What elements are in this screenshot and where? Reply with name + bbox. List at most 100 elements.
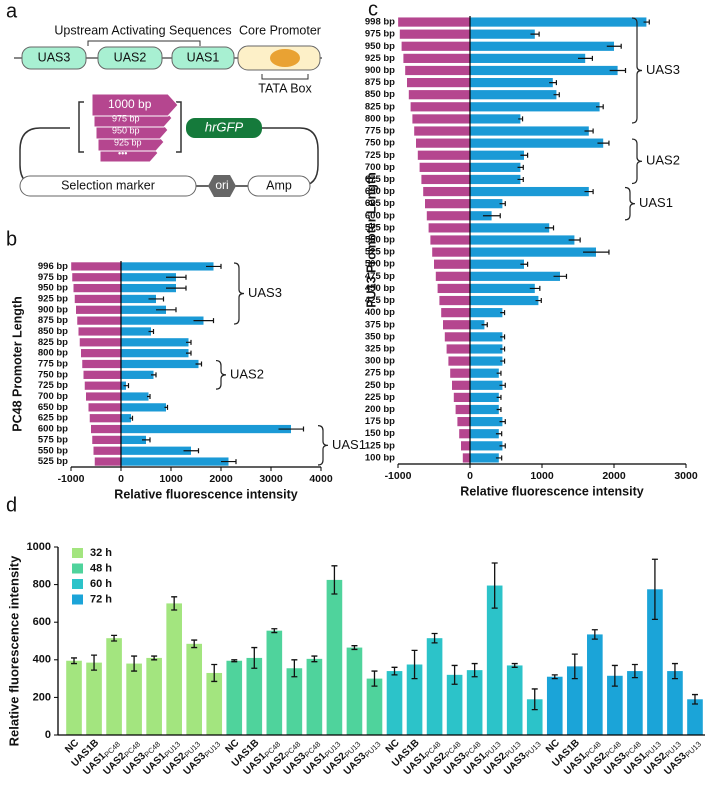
bar xyxy=(423,186,470,197)
bar xyxy=(414,126,470,136)
legend-label: 32 h xyxy=(90,547,112,559)
bar xyxy=(470,114,521,124)
x-tick-label: 1000 xyxy=(159,473,183,485)
error-bar xyxy=(553,273,568,279)
y-axis-title: PU13 Promoter Length xyxy=(364,172,378,307)
error-bar xyxy=(131,655,138,672)
error-bar xyxy=(591,629,598,640)
bar xyxy=(146,657,162,735)
y-tick-label: 850 bp xyxy=(38,326,68,337)
y-tick-label: 725 bp xyxy=(38,380,68,391)
bar xyxy=(470,295,539,306)
bar xyxy=(121,305,166,314)
bar xyxy=(121,262,214,271)
bar xyxy=(470,271,560,281)
bar xyxy=(121,283,176,293)
error-bar xyxy=(186,339,192,345)
x-tick-label: 1000 xyxy=(530,470,554,482)
tata-label: TATA Box xyxy=(258,81,312,95)
uas-bracket xyxy=(87,40,201,46)
fragment-arrow xyxy=(91,93,179,117)
bar xyxy=(441,308,470,318)
bar xyxy=(587,634,603,735)
error-bar xyxy=(142,437,151,443)
bar xyxy=(470,235,575,245)
error-bar xyxy=(491,562,498,609)
error-bar xyxy=(651,558,658,621)
resistance-label: Amp xyxy=(266,178,292,192)
bar xyxy=(399,29,470,39)
bar xyxy=(407,77,470,88)
y-tick-label: 650 bp xyxy=(365,186,395,197)
error-bar xyxy=(431,632,438,644)
bar xyxy=(453,392,470,403)
y-tick-label: 250 bp xyxy=(365,380,395,391)
fragment-bracket xyxy=(78,101,84,153)
y-tick-label: 950 bp xyxy=(365,41,395,52)
bar xyxy=(86,662,102,735)
error-bar xyxy=(206,263,222,269)
bar xyxy=(566,666,583,735)
bar xyxy=(486,585,503,735)
annotation-bracket xyxy=(624,186,636,221)
bar xyxy=(419,162,470,172)
bar xyxy=(470,41,614,51)
bar xyxy=(386,671,403,735)
error-bar xyxy=(499,443,506,449)
bar xyxy=(186,643,203,735)
bar xyxy=(470,29,535,39)
bar xyxy=(470,150,524,160)
bar xyxy=(121,446,191,455)
resistance xyxy=(247,175,311,197)
y-tick-label: 975 bp xyxy=(365,29,395,40)
annotation: UAS3 xyxy=(646,62,680,77)
bar xyxy=(121,403,166,412)
error-bar xyxy=(311,655,318,663)
bar xyxy=(78,327,121,336)
error-bar xyxy=(221,459,237,465)
y-axis-title: Relative fluorescence intensity xyxy=(6,555,21,747)
bar xyxy=(470,332,503,342)
bar xyxy=(470,283,535,294)
y-tick-label: 525 bp xyxy=(38,456,68,467)
bar xyxy=(455,404,470,415)
error-bar xyxy=(164,404,169,410)
error-bar xyxy=(166,274,187,280)
x-tick-label-sub: PU13 xyxy=(203,740,223,760)
y-tick-label: 150 bp xyxy=(365,428,395,439)
y-tick-label: 625 bp xyxy=(365,198,395,209)
bar xyxy=(687,699,703,735)
error-bar xyxy=(520,152,529,158)
fragment-label: ••• xyxy=(118,148,127,158)
error-bar xyxy=(500,346,506,352)
bar xyxy=(435,271,470,281)
fragment-label: 950 bp xyxy=(112,125,140,135)
y-tick-label: 100 bp xyxy=(365,452,395,463)
y-tick-label: 825 bp xyxy=(38,337,68,348)
bar xyxy=(71,262,121,271)
uas-label: UAS1 xyxy=(187,50,220,64)
bar xyxy=(470,90,557,100)
x-tick-label: 0 xyxy=(118,473,124,485)
bar xyxy=(412,114,470,124)
y-tick-label: 996 bp xyxy=(38,261,68,272)
error-bar xyxy=(596,104,604,110)
bar xyxy=(470,368,499,378)
y-tick-label: 200 xyxy=(33,691,51,703)
panel-label: b xyxy=(6,228,17,250)
bar xyxy=(121,349,189,358)
bar xyxy=(346,647,363,735)
bar xyxy=(266,630,283,735)
error-bar xyxy=(553,92,560,98)
error-bar xyxy=(544,225,555,231)
y-tick-label: 525 bp xyxy=(365,247,395,258)
y-tick-label: 450 bp xyxy=(365,283,395,294)
fragment-label: 925 bp xyxy=(114,137,142,147)
error-bar xyxy=(549,80,557,86)
y-tick-label: 300 bp xyxy=(365,356,395,367)
annotation: UAS3 xyxy=(248,285,282,300)
bar xyxy=(306,658,323,735)
y-tick-label: 175 bp xyxy=(365,416,395,427)
bar xyxy=(82,359,121,369)
